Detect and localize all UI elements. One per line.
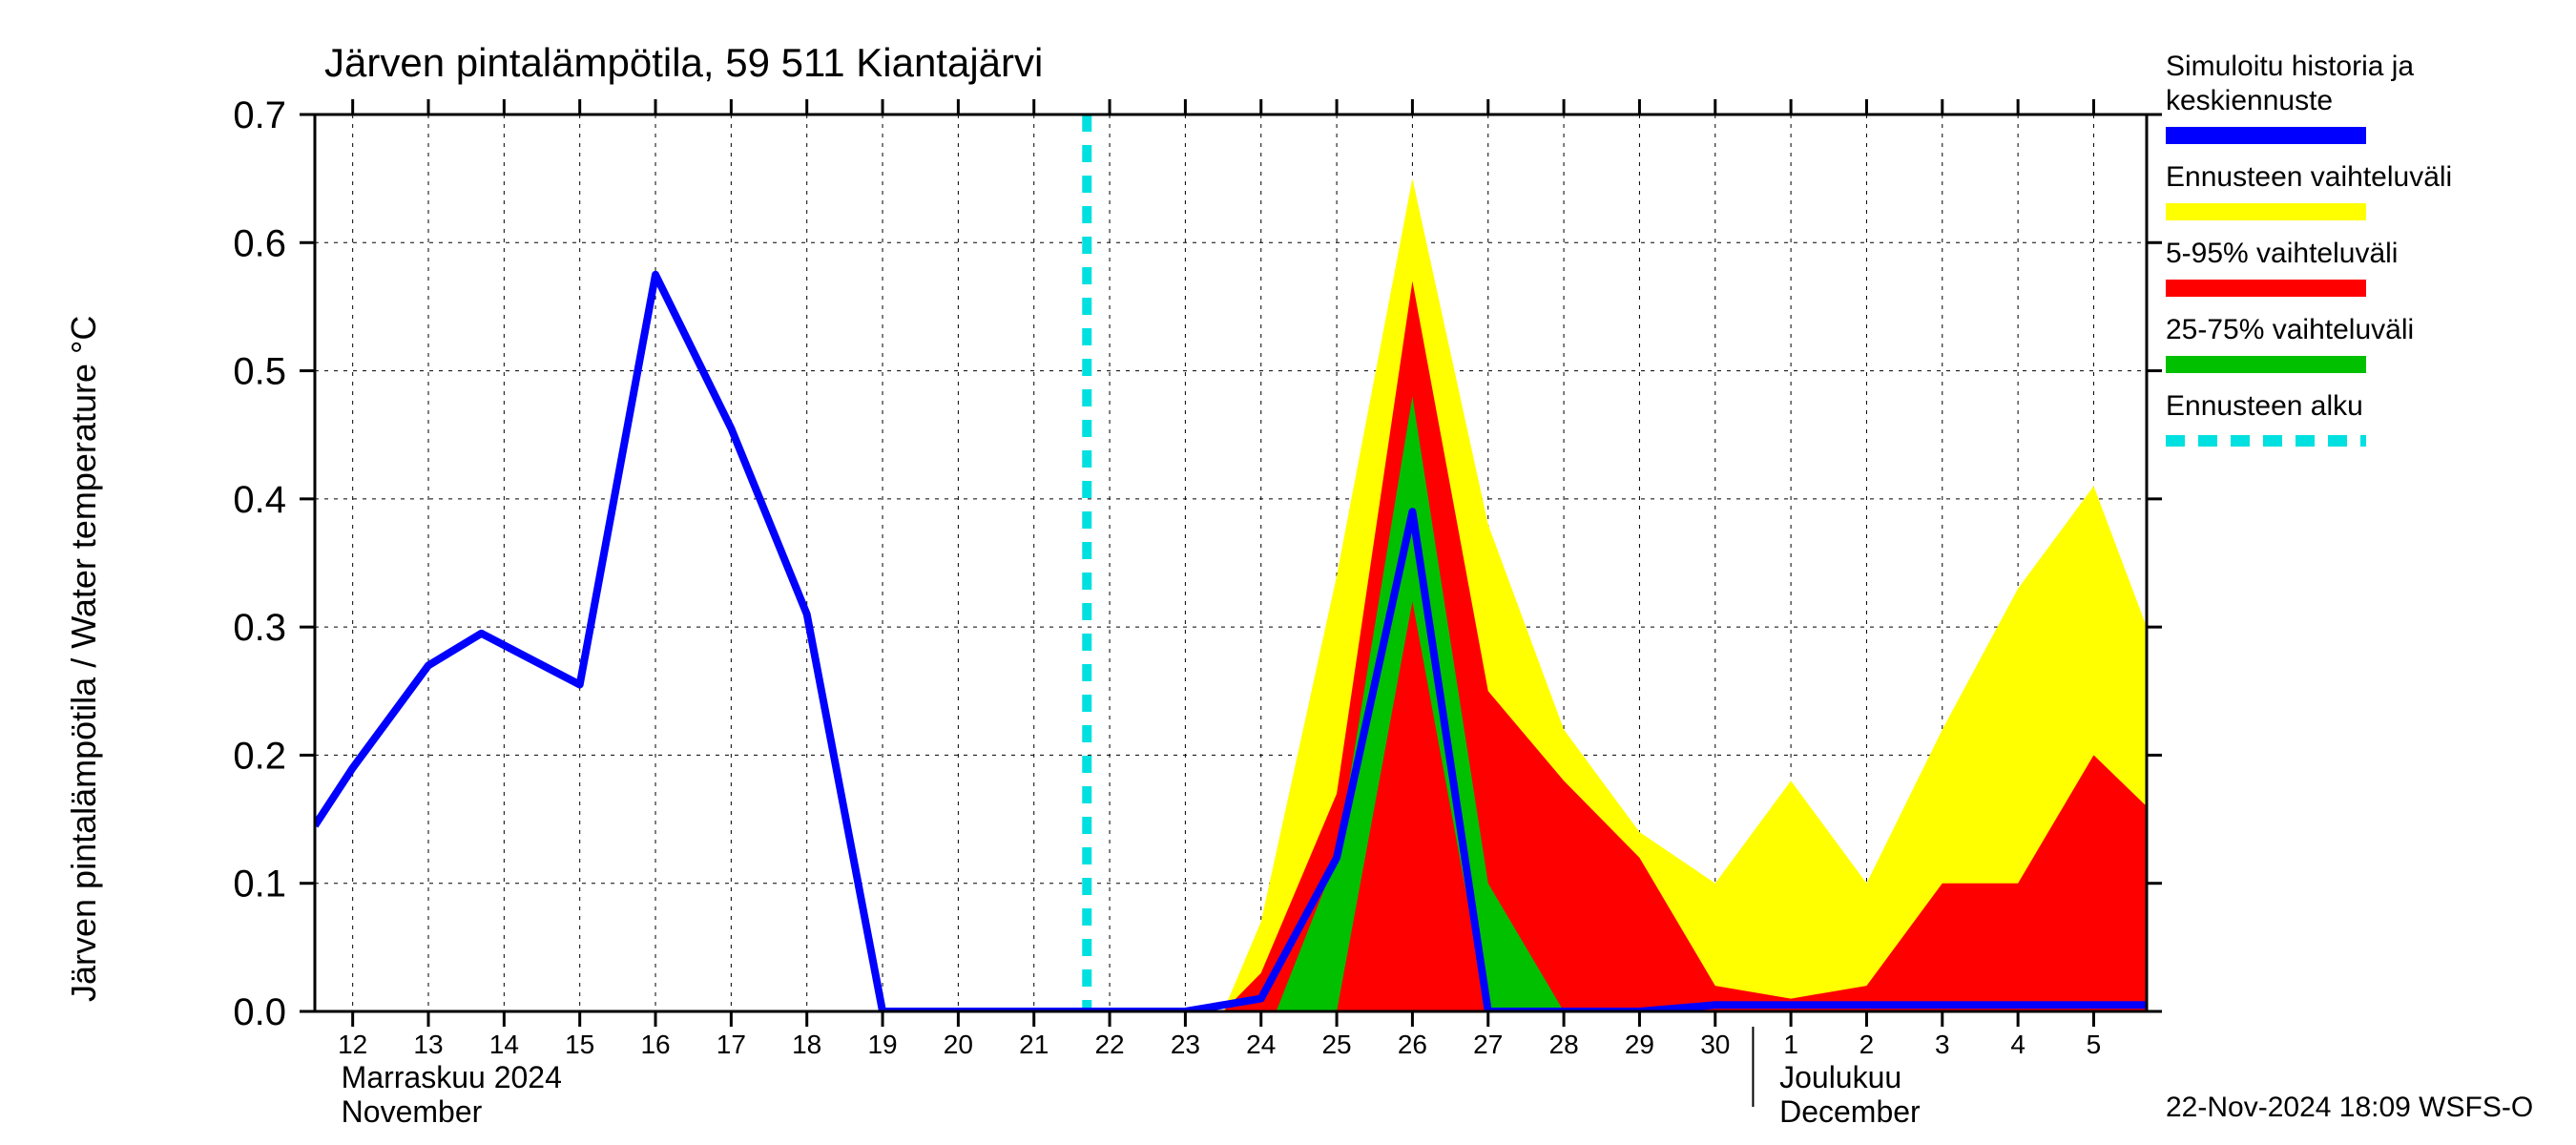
x-tick-label: 18 bbox=[792, 1030, 821, 1059]
y-tick-label: 0.4 bbox=[233, 479, 286, 521]
x-tick-label: 22 bbox=[1094, 1030, 1124, 1059]
legend-swatch bbox=[2166, 203, 2366, 220]
legend-swatch bbox=[2166, 356, 2366, 373]
x-tick-label: 20 bbox=[944, 1030, 973, 1059]
x-tick-label: 2 bbox=[1859, 1030, 1875, 1059]
month-label-1-fi: Marraskuu 2024 bbox=[342, 1060, 562, 1094]
legend: Simuloitu historia jakeskiennuste Ennuste… bbox=[2166, 51, 2452, 441]
month-label-2-en: December bbox=[1779, 1094, 1921, 1129]
x-tick-label: 12 bbox=[338, 1030, 367, 1059]
x-tick-label: 5 bbox=[2087, 1030, 2102, 1059]
month-label-1-en: November bbox=[342, 1094, 483, 1129]
x-tick-label: 4 bbox=[2010, 1030, 2025, 1059]
x-tick-label: 29 bbox=[1625, 1030, 1654, 1059]
x-tick-label: 19 bbox=[867, 1030, 897, 1059]
x-tick-label: 17 bbox=[717, 1030, 746, 1059]
y-tick-label: 0.6 bbox=[233, 222, 286, 264]
x-tick-label: 15 bbox=[565, 1030, 594, 1059]
y-tick-label: 0.3 bbox=[233, 607, 286, 649]
y-tick-label: 0.0 bbox=[233, 991, 286, 1033]
water-temperature-chart: 0.00.10.20.30.40.50.60.71213141516171819… bbox=[0, 0, 2576, 1145]
footer-timestamp: 22-Nov-2024 18:09 WSFS-O bbox=[2166, 1092, 2533, 1123]
y-tick-label: 0.1 bbox=[233, 864, 286, 906]
legend-label: Simuloitu historia ja bbox=[2166, 51, 2414, 82]
x-tick-label: 24 bbox=[1246, 1030, 1276, 1059]
confidence-bands bbox=[1223, 178, 2147, 1011]
x-tick-label: 30 bbox=[1700, 1030, 1730, 1059]
legend-label: Ennusteen vaihteluväli bbox=[2166, 161, 2452, 193]
legend-label: 25-75% vaihteluväli bbox=[2166, 314, 2414, 345]
x-tick-label: 1 bbox=[1783, 1030, 1798, 1059]
legend-swatch bbox=[2166, 280, 2366, 297]
y-tick-label: 0.7 bbox=[233, 94, 286, 136]
x-tick-label: 3 bbox=[1935, 1030, 1950, 1059]
month-label-2-fi: Joulukuu bbox=[1779, 1060, 1901, 1094]
x-tick-label: 23 bbox=[1171, 1030, 1200, 1059]
y-axis-label: Järven pintalämpötila / Water temperatur… bbox=[64, 316, 103, 1002]
x-tick-label: 21 bbox=[1019, 1030, 1049, 1059]
legend-swatch bbox=[2166, 127, 2366, 144]
x-tick-label: 26 bbox=[1398, 1030, 1427, 1059]
x-tick-label: 14 bbox=[489, 1030, 519, 1059]
x-tick-label: 16 bbox=[640, 1030, 670, 1059]
chart-title: Järven pintalämpötila, 59 511 Kiantajärv… bbox=[324, 40, 1043, 85]
legend-label: keskiennuste bbox=[2166, 85, 2333, 116]
y-tick-label: 0.5 bbox=[233, 351, 286, 393]
legend-label: Ennusteen alku bbox=[2166, 390, 2363, 422]
y-tick-label: 0.2 bbox=[233, 735, 286, 777]
x-tick-label: 25 bbox=[1321, 1030, 1351, 1059]
x-tick-label: 27 bbox=[1473, 1030, 1503, 1059]
x-tick-label: 13 bbox=[413, 1030, 443, 1059]
x-tick-label: 28 bbox=[1549, 1030, 1579, 1059]
legend-label: 5-95% vaihteluväli bbox=[2166, 238, 2398, 269]
